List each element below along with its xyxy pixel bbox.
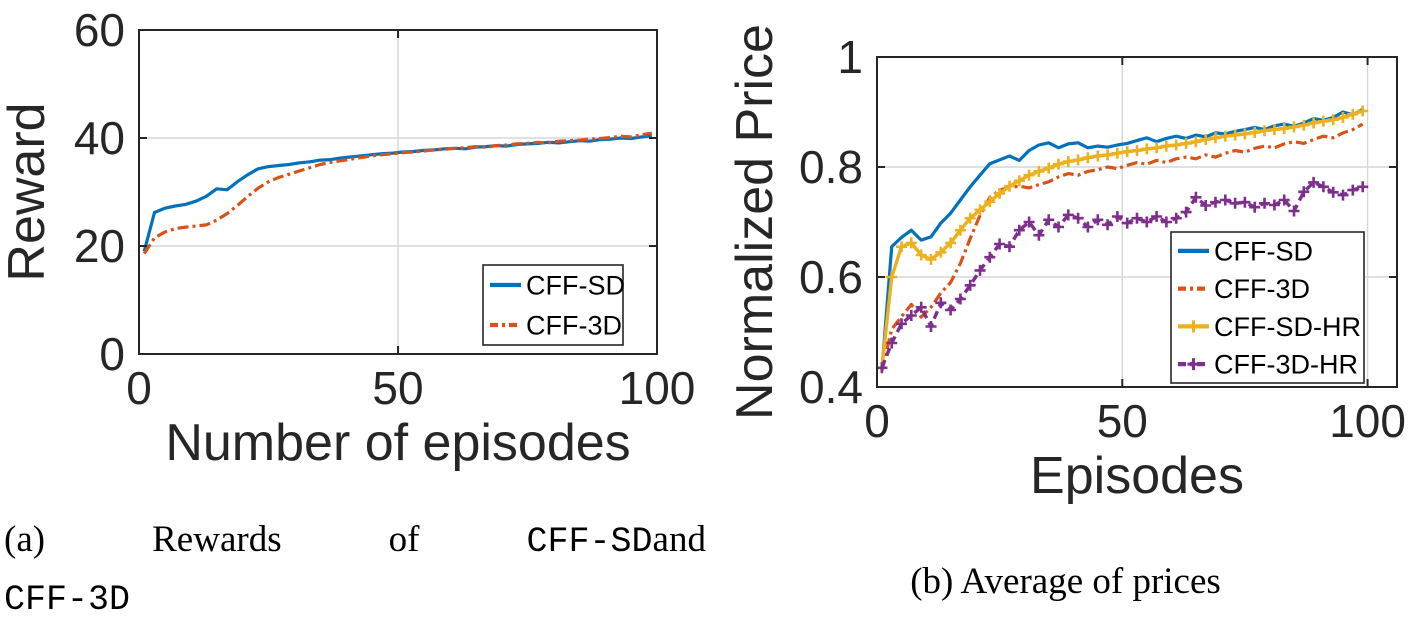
y-tick-label: 0.6 [799,251,863,303]
caption-b: (b) Average of prices [910,561,1221,602]
legend-label-CFF-3D: CFF-3D [526,311,622,341]
reward-chart: 0 50 100 0 20 40 60 Number of episodes Reward CFF… [0,4,696,472]
caption-a-index: (a) [4,519,46,560]
y-axis-label: Normalized Price [726,24,784,420]
series-line-CFF-3D-HR [880,180,1364,369]
y-tick-label: 20 [74,220,125,272]
legend-label-CFF-SD: CFF-SD [526,271,625,301]
x-tick-label: 0 [864,395,890,447]
x-tick-label: 100 [1329,395,1406,447]
legend-label-CFF-3D: CFF-3D [1214,274,1310,304]
y-tick-label: 40 [74,112,125,164]
legend: CFF-SD CFF-3D CFF-SD-HR CFF-3D-HR [1170,231,1365,384]
axis-ticks [138,29,658,355]
legend-label-CFF-3D-HR: CFF-3D-HR [1214,350,1358,380]
y-axis-label: Reward [0,102,56,281]
y-tick-label: 1 [837,31,863,83]
legend-box [1170,231,1365,384]
legend-box [482,264,624,346]
y-tick-label: 0.4 [799,361,863,413]
y-tick-label: 0.8 [799,141,863,193]
x-tick-label: 100 [619,362,696,414]
series-line-CFF-SD [880,107,1364,371]
series-line-CFF-3D [880,122,1364,371]
series-line-CFF-3D [142,131,653,255]
axis-ticks [876,56,1397,388]
x-axis-label: Number of episodes [165,414,630,472]
y-tick-label: 60 [74,4,125,56]
series-line-CFF-SD [142,134,652,252]
legend-label-CFF-SD: CFF-SD [1214,236,1313,266]
legend-marker-CFF-SD-HR [1187,320,1200,333]
caption-a-line2-cff-3d: CFF-3D [4,580,131,620]
series-markers-CFF-3D-HR [876,176,1369,374]
grid-lines [139,30,657,354]
caption-a: (a) Rewards of CFF-SDand CFF-3D [4,518,706,620]
caption-a-word2: of [388,519,420,560]
caption-a-line1: (a) Rewards of CFF-SDand [4,518,706,562]
normalized-price-chart: 0 50 100 0.4 0.6 0.8 1 Episodes Normalized Price… [726,24,1406,505]
axis-box [876,56,1398,388]
y-tick-label: 0 [99,328,125,380]
caption-a-names: CFF-SDand [527,518,706,562]
legend-label-CFF-SD-HR: CFF-SD-HR [1214,312,1361,342]
x-tick-label: 0 [126,362,152,414]
legend: CFF-SD CFF-3D [482,264,625,346]
x-tick-label: 50 [372,362,423,414]
caption-a-suffix: and [652,519,706,560]
caption-a-mono-cff-sd: CFF-SD [526,522,653,562]
x-axis-label: Episodes [1030,447,1244,505]
caption-a-word1: Rewards [152,519,282,560]
x-tick-label: 50 [1097,395,1148,447]
legend-marker-CFF-3D-HR [1187,358,1200,371]
